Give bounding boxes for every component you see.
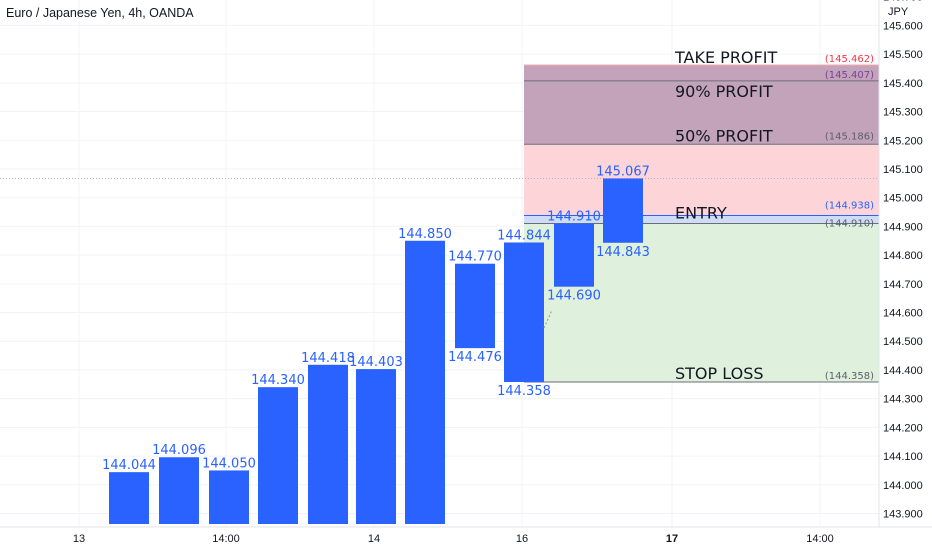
zone-labels: TAKE PROFIT (145.462) 90% PROFIT (145.407) 5… [674, 48, 874, 383]
bar-bottom-label: 144.358 [497, 384, 551, 399]
y-tick-label: 145.500 [883, 49, 923, 61]
bar-top-label: 144.096 [152, 443, 206, 458]
price-bar [109, 472, 149, 524]
zone-price-label: (144.910) [825, 219, 874, 230]
x-tick-label: 17 [666, 533, 678, 545]
y-tick-label: 144.400 [883, 365, 923, 377]
y-tick-label: 145.300 [883, 107, 923, 119]
price-bar [504, 242, 544, 383]
bar-top-label: 144.418 [301, 351, 355, 366]
profit-band [524, 65, 879, 145]
zone-price-label: (145.186) [825, 131, 874, 142]
bar-labels: 144.044144.096144.050144.340144.418144.4… [102, 164, 650, 473]
zone-price-label: (145.407) [825, 70, 874, 81]
chart-title: Euro / Japanese Yen, 4h, OANDA [6, 6, 194, 20]
x-tick-label: 14:00 [806, 533, 834, 545]
zone-price-label: (144.938) [825, 200, 874, 211]
price-bar [405, 240, 445, 524]
bar-top-label: 145.067 [596, 164, 650, 179]
y-tick-label: 144.100 [883, 451, 923, 463]
y-tick-label: 145.000 [883, 193, 923, 205]
y-tick-label: 144.000 [883, 480, 923, 492]
bar-top-label: 144.403 [349, 355, 403, 370]
y-tick-label: 145.200 [883, 135, 923, 147]
price-bar [159, 457, 199, 524]
y-tick-label: 145.700 [883, 0, 923, 4]
y-tick-label: 145.400 [883, 78, 923, 90]
y-tick-label: 144.600 [883, 308, 923, 320]
y-tick-label: 144.300 [883, 394, 923, 406]
bar-top-label: 144.340 [251, 373, 305, 388]
bar-top-label: 144.910 [547, 210, 601, 225]
bar-top-label: 144.044 [102, 458, 156, 473]
zone-name-label: 90% PROFIT [675, 82, 773, 101]
zone-name-label: STOP LOSS [675, 364, 764, 383]
price-bar [603, 178, 643, 243]
y-tick-label: 143.900 [883, 509, 923, 521]
currency-label: JPY [888, 6, 909, 18]
x-tick-label: 14:00 [212, 533, 240, 545]
bar-top-label: 144.850 [398, 227, 452, 242]
price-bar [258, 387, 298, 524]
y-tick-label: 144.900 [883, 221, 923, 233]
x-tick-label: 13 [73, 533, 85, 545]
price-bar [308, 364, 348, 524]
price-bar [209, 470, 249, 524]
connector-line [543, 309, 553, 329]
x-tick-label: 16 [516, 533, 528, 545]
zone-price-label: (145.462) [825, 54, 874, 65]
zone-price-label: (144.358) [825, 371, 874, 382]
y-tick-label: 144.700 [883, 279, 923, 291]
x-tick-label: 14 [368, 533, 380, 545]
bar-bottom-label: 144.476 [448, 350, 502, 365]
bar-top-label: 144.844 [497, 228, 551, 243]
y-tick-label: 145.600 [883, 20, 923, 32]
price-bar [554, 223, 594, 287]
bar-bottom-label: 144.690 [547, 289, 601, 304]
bar-top-label: 144.770 [448, 250, 502, 265]
entry-band [524, 215, 879, 224]
zone-name-label: TAKE PROFIT [674, 48, 777, 67]
zone-name-label: ENTRY [675, 203, 727, 222]
bar-bottom-label: 144.843 [596, 245, 650, 260]
y-tick-label: 144.800 [883, 250, 923, 262]
zone-name-label: 50% PROFIT [675, 126, 773, 145]
price-bar [455, 263, 495, 349]
y-tick-label: 145.100 [883, 164, 923, 176]
bars [109, 178, 643, 524]
price-bar [356, 369, 396, 524]
bar-top-label: 144.050 [202, 456, 256, 471]
y-tick-label: 144.500 [883, 336, 923, 348]
y-tick-label: 144.200 [883, 422, 923, 434]
